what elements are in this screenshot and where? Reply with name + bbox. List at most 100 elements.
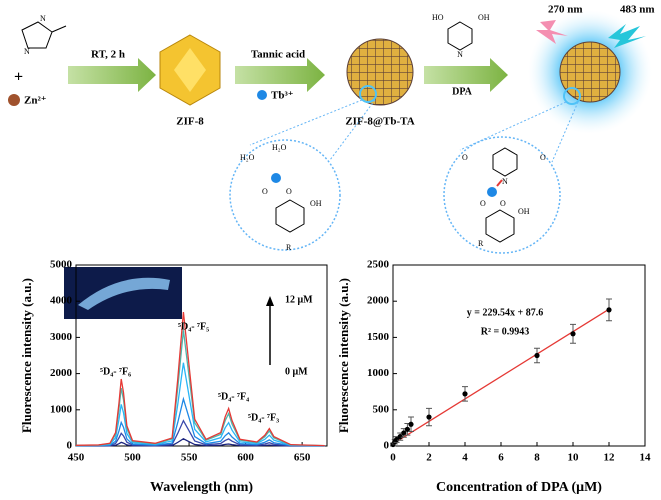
atom: N [40, 14, 46, 23]
zoom-circle [443, 136, 561, 254]
zoom-spot [359, 85, 377, 103]
y-tick-label: 3000 [50, 331, 73, 343]
sensor [559, 41, 621, 103]
arrow [424, 58, 508, 92]
catechol [275, 199, 305, 233]
atom: O [540, 153, 546, 162]
y-tick-label: 500 [373, 403, 390, 415]
x-tick-label: 600 [237, 452, 254, 464]
data-point [570, 331, 576, 337]
y-axis-label: Fluorescence intensity (a.u.) [19, 278, 34, 433]
y-tick-label: 1000 [367, 367, 390, 379]
arrow-head [266, 296, 274, 306]
label: 270 nm [548, 4, 583, 16]
spectrum [75, 362, 325, 447]
atom: N [457, 50, 463, 59]
atom: HO [432, 13, 444, 22]
zoom-line [249, 99, 363, 146]
tb-ball [271, 173, 281, 183]
data-point [606, 307, 612, 313]
x-tick-label: 8 [534, 452, 540, 464]
bond [51, 25, 67, 33]
atom: N [24, 47, 30, 56]
atom: OH [310, 199, 322, 208]
arrow [235, 58, 325, 92]
x-tick-label: 650 [294, 452, 311, 464]
catechol [485, 209, 515, 243]
x-tick-label: 550 [181, 452, 198, 464]
scheme: N N + Zn²⁺ RT, 2 h ZIF-8 Tannic acid Tb³… [8, 4, 655, 254]
y-tick-label: 2000 [50, 367, 73, 379]
y-tick-label: 4000 [50, 295, 73, 307]
zoom-line [329, 99, 376, 161]
label: 483 nm [620, 4, 655, 16]
y-axis-label: Fluorescence intensity (a.u.) [336, 278, 351, 433]
atom: O [500, 199, 506, 208]
data-point [534, 352, 540, 359]
atom: H₂O [272, 143, 287, 152]
atom: O [286, 187, 292, 196]
label: DPA [452, 86, 473, 97]
plot-frame [392, 264, 646, 447]
annotation: ⁵D₄- ⁷F₃ [248, 412, 279, 423]
zoom-spot [563, 87, 581, 105]
spectrum [75, 311, 325, 447]
x-tick-label: 4 [462, 452, 468, 464]
label: Tb³⁺ [271, 90, 294, 102]
label: RT, 2 h [91, 49, 125, 61]
atom: H₂O [240, 153, 255, 162]
label: Tannic acid [251, 49, 305, 61]
x-tick-label: 6 [498, 452, 504, 464]
data-point [394, 436, 400, 443]
zoom-line [551, 101, 579, 163]
imidazole [21, 21, 53, 49]
data-point [401, 430, 407, 436]
label: Zn²⁺ [24, 95, 47, 107]
arrow [68, 58, 156, 92]
annotation: y = 229.54x + 87.6 [467, 307, 543, 318]
facet [174, 48, 206, 92]
inset-detail [78, 277, 170, 310]
atom: N [502, 177, 508, 186]
annotation: ⁵D₄- ⁷F₄ [218, 391, 249, 402]
plot-frame [75, 264, 328, 447]
spectrum [75, 419, 325, 447]
plus: + [14, 69, 23, 86]
data-point [404, 426, 410, 432]
spectrum [75, 438, 325, 447]
y-tick-label: 0 [67, 440, 73, 452]
x-tick-label: 12 [604, 452, 616, 464]
inset-photo [64, 267, 182, 319]
pyridine [492, 147, 518, 177]
x-tick-label: 500 [124, 452, 141, 464]
x-axis-label: Concentration of DPA (μM) [436, 480, 602, 495]
x-tick-label: 2 [426, 452, 432, 464]
annotation: 0 μM [285, 366, 308, 377]
x-tick-label: 0 [390, 452, 396, 464]
x-tick-label: 450 [68, 452, 85, 464]
data-point [408, 421, 414, 427]
y-tick-label: 2500 [367, 259, 390, 271]
atom: R [478, 239, 484, 248]
tb-ball [257, 90, 267, 100]
x-tick-label: 14 [640, 452, 652, 464]
x-axis-label: Wavelength (nm) [150, 480, 253, 495]
data-point [462, 391, 468, 397]
atom: O [262, 187, 268, 196]
annotation: ⁵D₄- ⁷F₆ [100, 366, 131, 377]
zif8-tb-ta [346, 38, 414, 106]
dpa [447, 21, 473, 51]
zinc-ball [8, 94, 20, 106]
tb-ball [487, 187, 497, 197]
data-point [426, 414, 432, 420]
y-tick-label: 5000 [50, 259, 73, 271]
atom: OH [478, 13, 490, 22]
y-tick-label: 1500 [367, 331, 390, 343]
atom: R [286, 243, 292, 252]
excitation-bolt [536, 20, 568, 44]
zoom-circle [229, 139, 341, 251]
data-point [397, 433, 403, 440]
x-tick-label: 10 [568, 452, 580, 464]
annotation: R² = 0.9943 [481, 326, 529, 337]
